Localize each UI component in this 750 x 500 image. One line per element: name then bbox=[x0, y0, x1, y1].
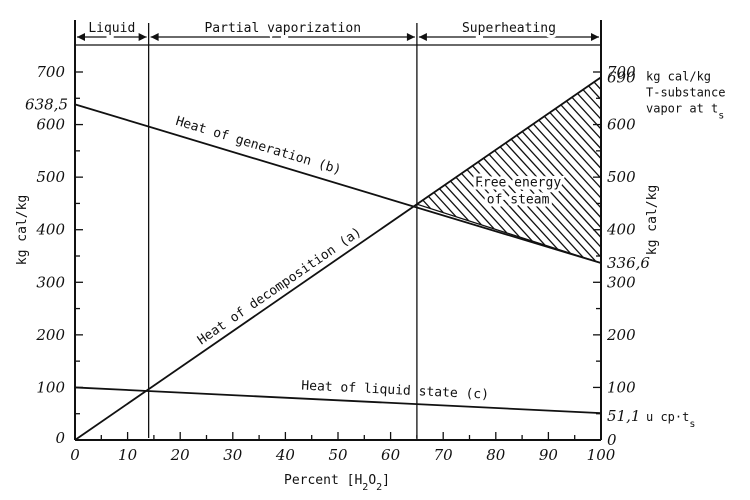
x-tick-label: 20 bbox=[170, 446, 191, 464]
region-arrow-head bbox=[418, 33, 427, 41]
region-arrow-head bbox=[138, 33, 147, 41]
hatch-line bbox=[512, 77, 601, 264]
series-line bbox=[74, 386, 602, 415]
hatch-line bbox=[539, 77, 601, 264]
region-label: Liquid bbox=[88, 21, 135, 36]
right-annotation-cp: u cp·ts bbox=[646, 410, 695, 430]
value-label-51-1: 51,1 bbox=[607, 407, 640, 425]
hatch-line bbox=[416, 77, 448, 264]
hatch-line bbox=[416, 77, 493, 264]
x-tick-label: 60 bbox=[381, 446, 401, 464]
hatch-line bbox=[171, 72, 411, 335]
region-label: Superheating bbox=[462, 21, 556, 36]
x-tick-label: 10 bbox=[118, 446, 138, 464]
hatch-line bbox=[416, 77, 556, 264]
y-tick-label-left: 400 bbox=[35, 221, 65, 239]
hatch-line bbox=[416, 77, 421, 264]
y-tick-label-right: 100 bbox=[607, 378, 636, 396]
label-heat-of-decomposition: Heat of decomposition (a) bbox=[195, 225, 365, 348]
x-tick-label: 50 bbox=[328, 446, 348, 464]
hatch-line bbox=[416, 77, 601, 264]
region-headers: Liquid Partial vaporization Superheating bbox=[77, 18, 599, 438]
right-annotation-vapor: vapor at ts bbox=[646, 101, 724, 121]
region-arrow-head bbox=[77, 33, 85, 41]
hatch-line bbox=[416, 77, 601, 264]
x-tick-label: 90 bbox=[539, 446, 559, 464]
hatch-line bbox=[416, 77, 430, 264]
y-tick-label-origin: 0 bbox=[55, 429, 65, 447]
y-tick-label-left: 600 bbox=[36, 116, 65, 134]
y-tick-label-right: 0 bbox=[607, 431, 617, 449]
y-axis-label-left: kg cal/kg bbox=[15, 195, 30, 265]
x-tick-label: 70 bbox=[434, 446, 454, 464]
free-energy-label: of steam bbox=[487, 193, 550, 208]
hatch-line bbox=[162, 72, 402, 335]
y-tick-label-right: 600 bbox=[607, 116, 636, 134]
hatch-line bbox=[126, 72, 366, 335]
series-lines bbox=[74, 76, 602, 441]
y-tick-label-right: 500 bbox=[607, 168, 636, 186]
series-line bbox=[74, 103, 602, 264]
value-label-690: 690 bbox=[607, 68, 636, 86]
x-axis-label: Percent [H2O2] bbox=[284, 473, 390, 493]
hatch-line bbox=[530, 77, 601, 264]
hatch-line bbox=[521, 77, 601, 264]
x-tick-label: 40 bbox=[275, 446, 296, 464]
hatch-line bbox=[416, 77, 511, 264]
x-tick-label: 80 bbox=[486, 446, 506, 464]
y-tick-label-right: 300 bbox=[607, 273, 636, 291]
hatch-line bbox=[416, 77, 565, 264]
value-label-638-5: 638,5 bbox=[25, 95, 68, 113]
region-arrow-head bbox=[406, 33, 415, 41]
hatch-line bbox=[548, 77, 601, 264]
hatch-line bbox=[416, 77, 592, 264]
x-tick-label: 0 bbox=[70, 446, 80, 464]
right-annotation-unit: kg cal/kg bbox=[646, 69, 711, 83]
x-tick-label: 30 bbox=[223, 446, 243, 464]
hatch-line bbox=[557, 77, 601, 264]
hatch-line bbox=[416, 77, 583, 264]
hatch-line bbox=[720, 72, 750, 335]
region-arrow-head bbox=[591, 33, 599, 41]
hatch-line bbox=[738, 72, 750, 335]
hatch-line bbox=[416, 77, 502, 264]
ticks: 0 10 20 30 40 50 60 70 80 90 100 100 200 300 400 500 600… bbox=[35, 63, 636, 464]
free-energy-label: Free energy bbox=[475, 176, 561, 191]
y-tick-label-right: 400 bbox=[606, 221, 636, 239]
value-label-336-6: 336,6 bbox=[607, 254, 650, 272]
hatch-line bbox=[416, 77, 520, 264]
y-tick-label-left: 300 bbox=[36, 273, 65, 291]
hatch-line bbox=[416, 77, 457, 264]
y-tick-label-right: 700 bbox=[607, 63, 636, 81]
right-annotation-substance: T-substance bbox=[646, 85, 725, 99]
y-tick-label-left: 100 bbox=[36, 378, 65, 396]
series-line bbox=[74, 76, 602, 441]
y-tick-label-left: 200 bbox=[35, 326, 65, 344]
hatch-line bbox=[416, 77, 574, 264]
y-axis-label-right: kg cal/kg bbox=[645, 185, 660, 255]
y-tick-label-left: 700 bbox=[36, 63, 65, 81]
label-heat-of-generation: Heat of generation (b) bbox=[174, 114, 343, 178]
region-arrow-head bbox=[150, 33, 159, 41]
region-label: Partial vaporization bbox=[204, 21, 361, 36]
hatch-line bbox=[117, 72, 357, 335]
x-tick-label: 100 bbox=[587, 446, 616, 464]
y-tick-label-left: 500 bbox=[36, 168, 65, 186]
y-tick-label-right: 200 bbox=[606, 326, 636, 344]
hatch-line bbox=[729, 72, 750, 335]
hatch-line bbox=[416, 77, 547, 264]
